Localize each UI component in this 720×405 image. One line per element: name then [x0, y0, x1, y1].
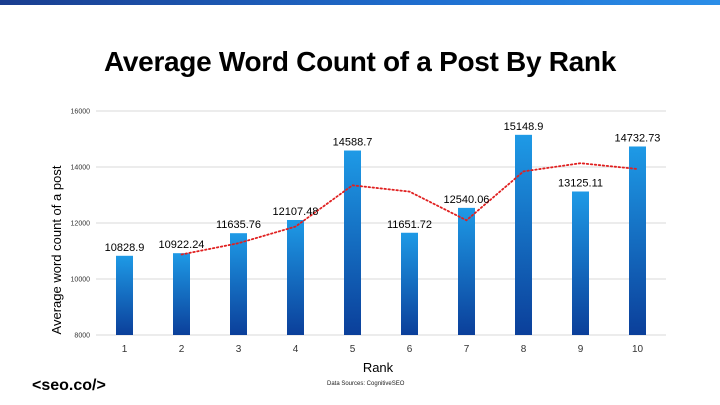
brand-logo-text: <seo.co/>	[32, 377, 106, 394]
trendline	[180, 162, 639, 256]
data-label: 14732.73	[615, 132, 661, 144]
y-tick-label: 10000	[71, 277, 91, 284]
x-tick-label: 8	[521, 344, 527, 355]
x-tick-label: 1	[122, 344, 128, 355]
y-axis-ticks: 8000 10000 12000 14000 16000	[71, 109, 91, 340]
y-tick-label: 12000	[71, 221, 91, 228]
y-tick-label: 16000	[71, 109, 91, 116]
data-label: 11651.72	[387, 219, 432, 231]
x-tick-label: 7	[464, 344, 470, 355]
y-tick-label: 8000	[74, 333, 90, 340]
bar-rank-8	[515, 134, 532, 335]
bar-rank-3	[230, 233, 247, 335]
data-label: 15148.9	[504, 121, 544, 133]
x-tick-label: 4	[293, 344, 299, 355]
bar-rank-1	[116, 255, 133, 335]
bar-rank-2	[173, 253, 190, 335]
data-label: 11635.76	[216, 219, 261, 231]
bars	[116, 134, 646, 335]
bar-rank-7	[458, 207, 475, 335]
chart-title: Average Word Count of a Post By Rank	[104, 46, 616, 77]
bar-rank-6	[401, 232, 418, 335]
y-tick-label: 14000	[71, 165, 91, 172]
bar-rank-9	[572, 191, 589, 335]
data-label: 13125.11	[558, 177, 603, 189]
x-tick-label: 9	[578, 344, 584, 355]
trendline-layer	[180, 162, 639, 256]
top-accent-bar	[0, 0, 720, 5]
gridlines	[96, 110, 666, 336]
x-tick-label: 6	[407, 344, 413, 355]
bar-rank-10	[629, 146, 646, 335]
data-label: 12107.48	[273, 206, 319, 218]
data-labels: 10828.9 10922.24 11635.76 12107.48 14588.7 11…	[105, 121, 661, 254]
data-label: 12540.06	[444, 194, 490, 206]
y-axis-label: Average word count of a post	[49, 165, 64, 334]
x-tick-label: 10	[632, 344, 644, 355]
data-label: 10922.24	[159, 239, 205, 251]
data-label: 10828.9	[105, 242, 145, 254]
data-label: 14588.7	[333, 137, 373, 149]
bar-rank-4	[287, 219, 304, 335]
x-tick-label: 2	[179, 344, 185, 355]
x-tick-label: 5	[350, 344, 356, 355]
data-source-note: Data Sources: CognitiveSEO	[327, 381, 405, 387]
x-axis-label: Rank	[363, 360, 394, 375]
x-axis-ticks: 1 2 3 4 5 6 7 8 9 10	[122, 344, 644, 355]
bar-rank-5	[344, 150, 361, 335]
x-tick-label: 3	[236, 344, 242, 355]
